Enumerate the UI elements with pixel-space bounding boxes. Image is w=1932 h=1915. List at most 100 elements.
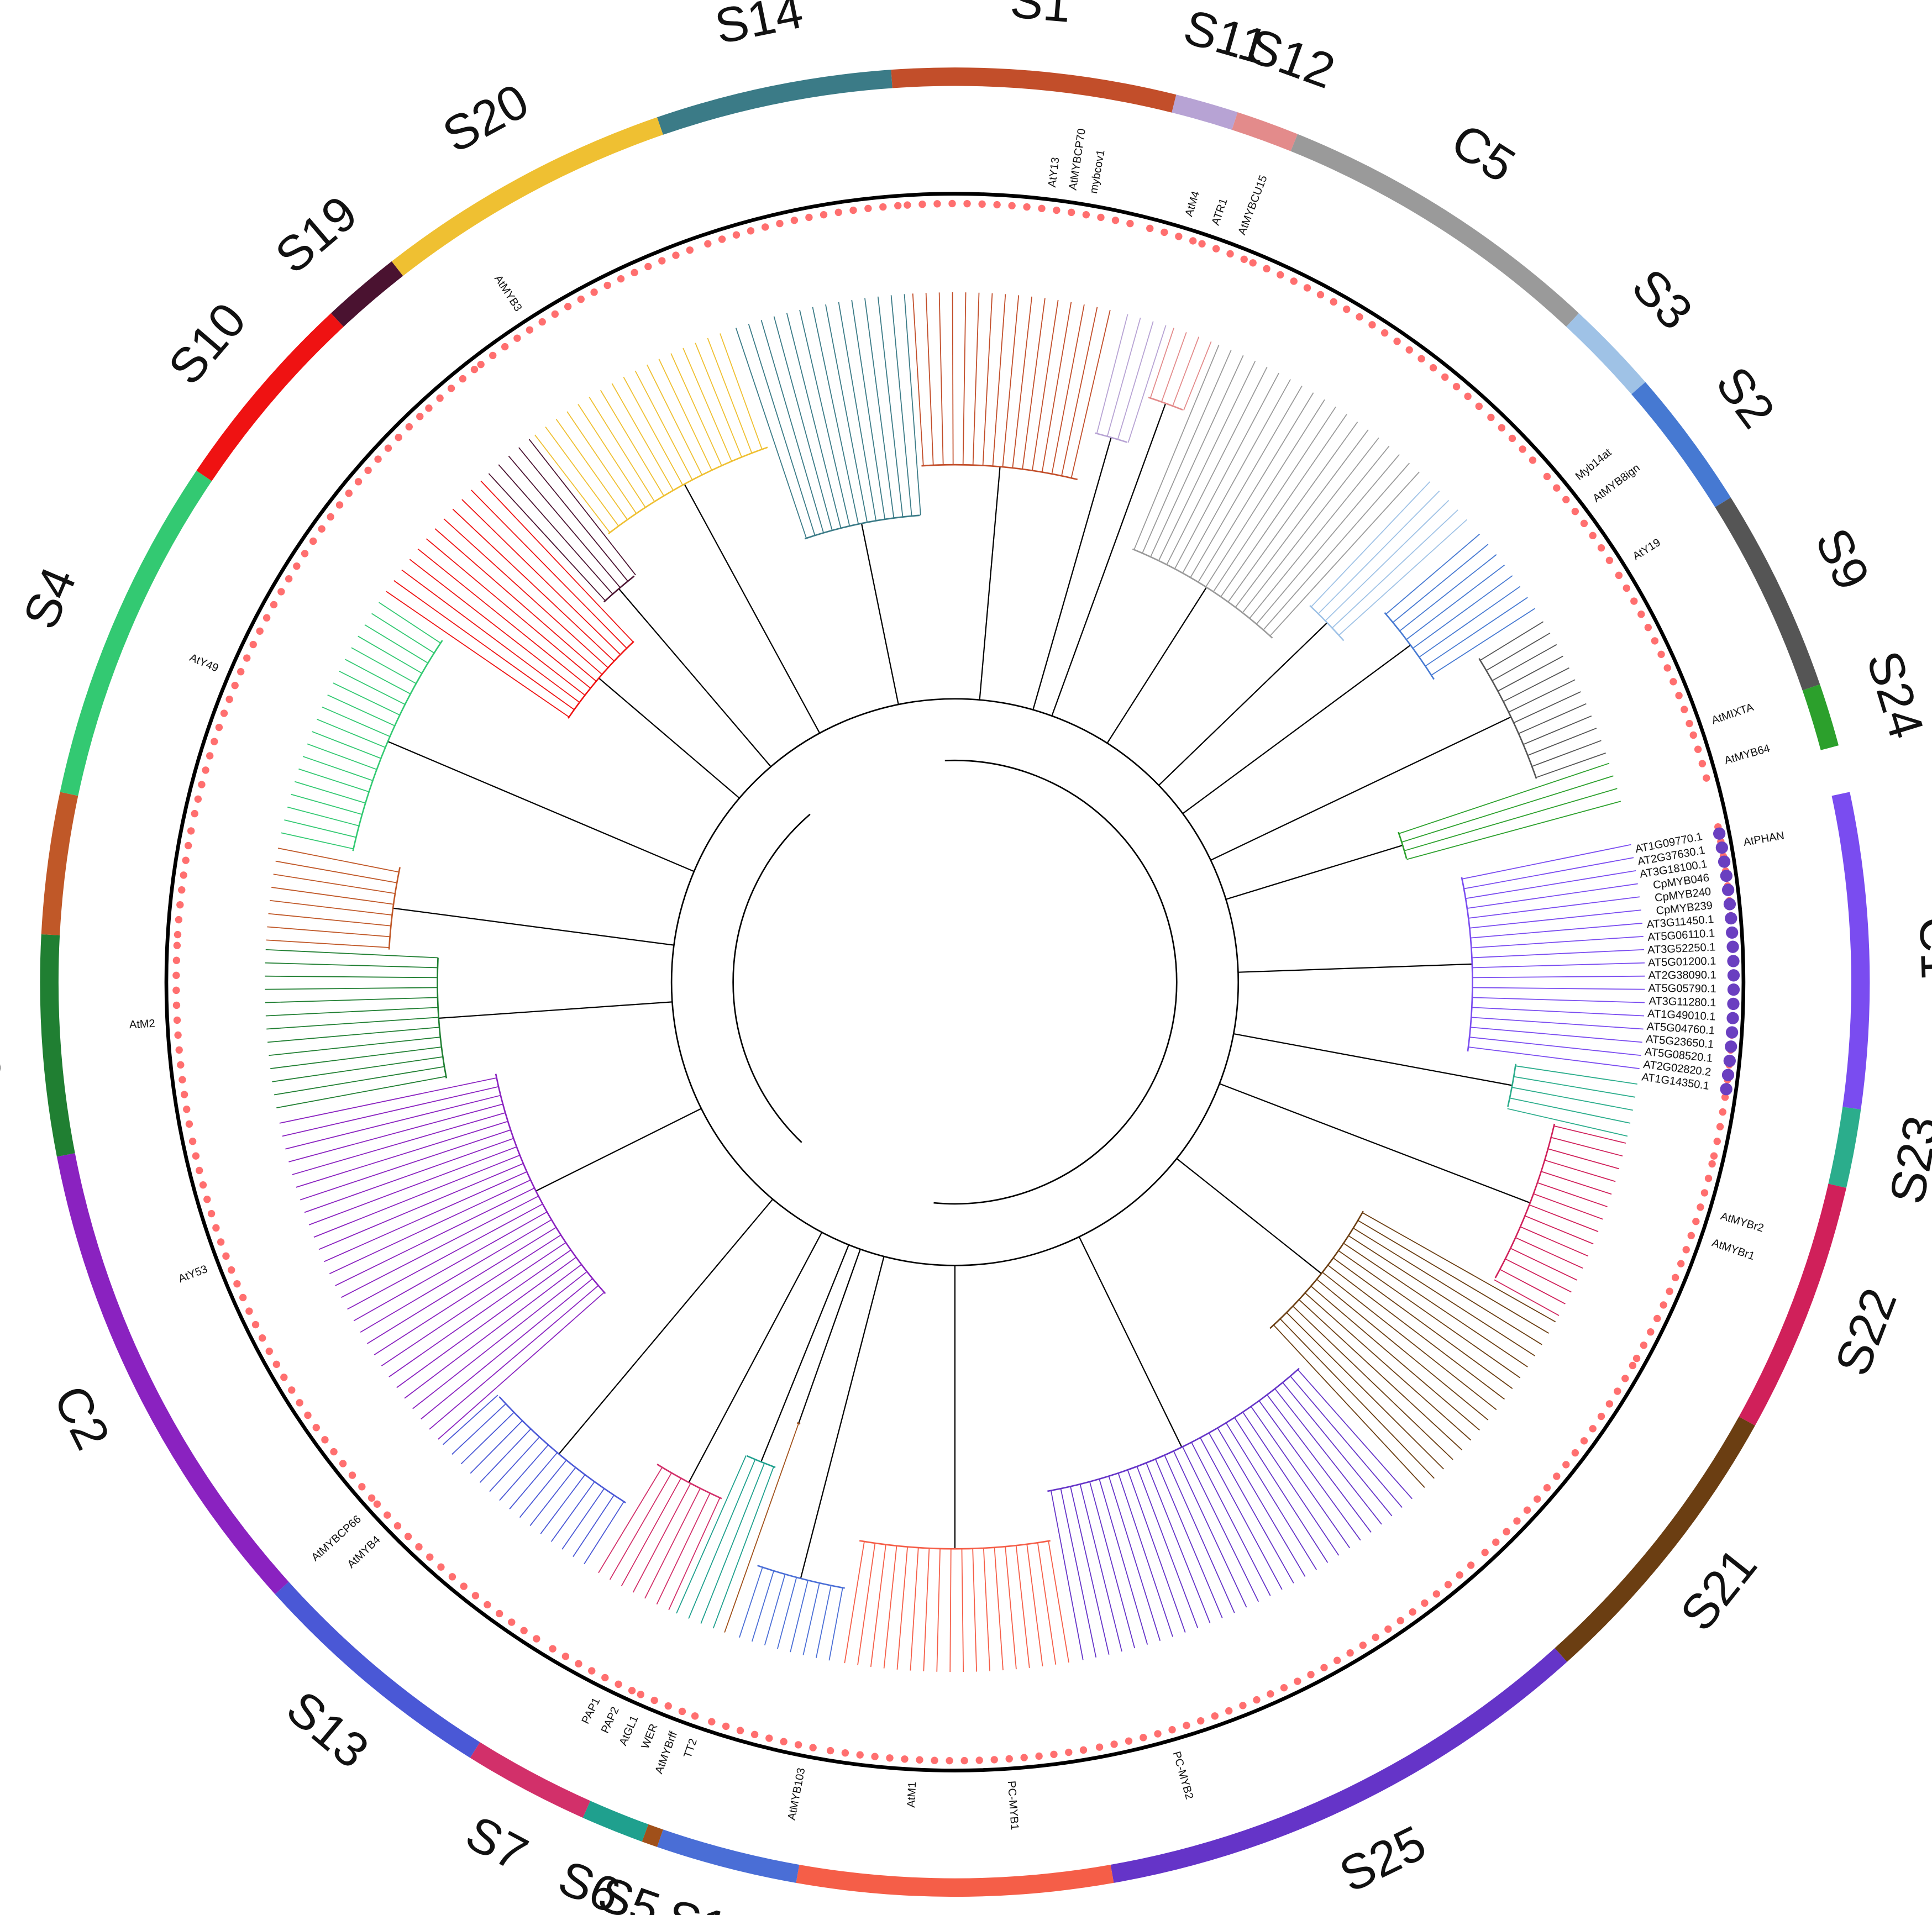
leaf-marker bbox=[1726, 1012, 1739, 1024]
branch bbox=[272, 1056, 443, 1082]
branch bbox=[1468, 1046, 1640, 1069]
branch bbox=[1182, 379, 1291, 574]
branch bbox=[883, 1545, 897, 1669]
leaf-dot bbox=[1053, 206, 1060, 214]
branch bbox=[1070, 309, 1111, 478]
branch bbox=[1338, 1250, 1521, 1379]
clade-arc bbox=[1461, 877, 1473, 1052]
leaf-dot bbox=[732, 231, 741, 239]
branch bbox=[1469, 909, 1641, 929]
leaf-dot bbox=[364, 466, 372, 474]
leaf-dot bbox=[1597, 1412, 1605, 1421]
leaf-dot bbox=[1359, 1642, 1367, 1649]
leaf-dot bbox=[191, 809, 198, 818]
leaf-dot bbox=[871, 1753, 879, 1760]
branch bbox=[1212, 406, 1336, 592]
branch bbox=[1536, 753, 1606, 778]
branch bbox=[1331, 509, 1458, 629]
leaf-dot bbox=[1580, 1437, 1588, 1445]
annotation: AtMYB64 bbox=[1723, 743, 1771, 767]
leaf-marker bbox=[1715, 841, 1728, 854]
leaf-dot bbox=[1249, 259, 1257, 267]
leaf-dot bbox=[188, 1138, 197, 1145]
leaf-dot bbox=[1694, 745, 1702, 753]
branch bbox=[519, 1460, 567, 1518]
ring-segment bbox=[1290, 134, 1579, 327]
branch bbox=[1002, 295, 1020, 467]
branch bbox=[1509, 1097, 1631, 1124]
leaf-dot bbox=[182, 856, 190, 864]
branch bbox=[1462, 844, 1631, 880]
clade-stem bbox=[979, 466, 1001, 700]
branch bbox=[1413, 575, 1513, 649]
clade-stem bbox=[1233, 1033, 1513, 1086]
annotation: PC-MYB1 bbox=[1005, 1780, 1021, 1830]
branch bbox=[287, 806, 359, 827]
leaf-dot bbox=[1226, 250, 1234, 258]
leaf-dot bbox=[1380, 329, 1389, 337]
branch bbox=[508, 455, 621, 588]
leaf-dot bbox=[615, 1680, 622, 1688]
leaf-dot bbox=[1316, 291, 1325, 299]
ring-label: S25 bbox=[1331, 1814, 1434, 1902]
branch bbox=[1471, 1017, 1644, 1030]
annotation: AtMYB4 bbox=[345, 1534, 382, 1571]
leaf-dot bbox=[501, 343, 509, 351]
branch bbox=[1298, 1299, 1463, 1450]
branch bbox=[298, 768, 369, 792]
leaf-dot bbox=[368, 1494, 376, 1502]
leaf-dot bbox=[354, 478, 363, 486]
leaf-dot bbox=[644, 262, 652, 271]
annotation: AtY13 bbox=[1046, 157, 1062, 188]
branch bbox=[1022, 298, 1046, 470]
branch bbox=[962, 292, 967, 465]
branch bbox=[412, 1271, 587, 1409]
ring-segment bbox=[40, 934, 75, 1157]
leaf-marker bbox=[1720, 1083, 1733, 1096]
branch bbox=[609, 1472, 672, 1580]
branch bbox=[1037, 1543, 1057, 1665]
clade-stem bbox=[1176, 1158, 1322, 1274]
leaf-dot bbox=[856, 1751, 864, 1759]
leaf-dot bbox=[312, 1424, 320, 1432]
leaf-dot bbox=[1653, 1314, 1661, 1323]
leaf-dot bbox=[722, 1722, 730, 1730]
ring-segment bbox=[56, 1153, 289, 1595]
branch bbox=[1541, 1171, 1612, 1195]
leaf-dot bbox=[416, 413, 424, 420]
leaf-dot bbox=[339, 1460, 347, 1467]
branch bbox=[890, 295, 912, 517]
leaf-dot bbox=[1082, 211, 1090, 219]
leaf-dot bbox=[280, 1374, 288, 1381]
leaf-dot bbox=[805, 213, 813, 222]
branch bbox=[815, 1585, 832, 1658]
clade-arc bbox=[498, 1396, 626, 1504]
clade-stem bbox=[438, 1001, 673, 1019]
branch bbox=[540, 1474, 586, 1534]
leaf-dot bbox=[650, 1696, 658, 1704]
branch bbox=[1198, 392, 1314, 583]
branch bbox=[479, 1428, 532, 1483]
ring-segment bbox=[1631, 382, 1731, 508]
clade-stem bbox=[1226, 844, 1403, 900]
ring-label: S13 bbox=[276, 1680, 379, 1779]
leaf-dot bbox=[1418, 355, 1425, 362]
leaf-dot bbox=[1095, 1743, 1104, 1751]
leaf-dot bbox=[1589, 532, 1597, 540]
clade-arc bbox=[1507, 1064, 1517, 1107]
leaf-dot bbox=[231, 681, 239, 690]
leaf-dot bbox=[251, 1320, 260, 1329]
leaf-dot bbox=[330, 1448, 338, 1456]
branch bbox=[327, 695, 395, 727]
leaf-dot bbox=[533, 1635, 540, 1643]
branch bbox=[307, 743, 377, 770]
branch bbox=[1469, 1037, 1641, 1056]
branch bbox=[534, 434, 611, 533]
branch bbox=[345, 659, 411, 695]
branch bbox=[1471, 935, 1644, 949]
branch bbox=[1362, 1212, 1556, 1323]
leaf-dot bbox=[780, 1738, 788, 1745]
branch bbox=[1136, 1466, 1199, 1628]
branch bbox=[982, 293, 993, 466]
clade-arc bbox=[437, 958, 448, 1078]
